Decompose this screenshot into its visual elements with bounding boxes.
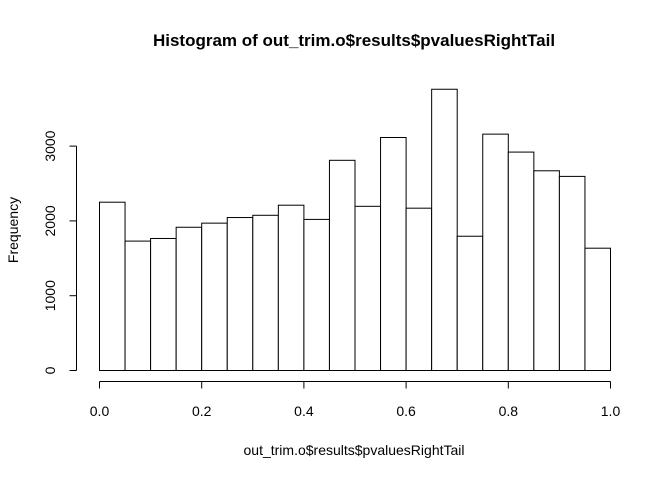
histogram-bar-12 xyxy=(405,207,433,371)
histogram-bar-16 xyxy=(507,151,535,371)
histogram-bar-0 xyxy=(99,201,126,371)
histogram-bar-4 xyxy=(201,222,228,371)
x-tick-label-2: 0.4 xyxy=(294,403,314,419)
histogram-bar-7 xyxy=(277,204,305,371)
histogram-bar-14 xyxy=(456,235,484,371)
histogram-bar-6 xyxy=(252,214,279,371)
histogram-bar-19 xyxy=(584,247,612,371)
y-tick-label-1: 1000 xyxy=(42,280,58,311)
x-axis-label: out_trim.o$results$pvaluesRightTail xyxy=(244,442,465,458)
x-tick-label-4: 0.8 xyxy=(499,403,519,419)
histogram-bar-15 xyxy=(482,133,509,371)
histogram-bar-17 xyxy=(533,170,560,371)
y-tick-label-0: 0 xyxy=(42,366,58,374)
y-tick-label-2: 2000 xyxy=(42,205,58,236)
histogram-bar-2 xyxy=(150,237,177,371)
y-axis-label: Frequency xyxy=(5,197,21,263)
histogram-bar-11 xyxy=(380,136,407,371)
histogram-bar-9 xyxy=(328,159,356,371)
y-tick-label-3: 3000 xyxy=(42,130,58,161)
histogram-bar-8 xyxy=(303,218,330,371)
x-tick-label-5: 1.0 xyxy=(601,403,621,419)
histogram-bar-5 xyxy=(226,217,254,371)
histogram-bar-10 xyxy=(354,205,382,371)
x-axis: 0.0 0.2 0.4 0.6 0.8 1.0 xyxy=(90,381,621,419)
chart-title: Histogram of out_trim.o$results$pvaluesR… xyxy=(153,31,555,50)
histogram-bars xyxy=(99,88,612,371)
x-tick-label-3: 0.6 xyxy=(396,403,416,419)
x-tick-label-0: 0.0 xyxy=(90,403,110,419)
histogram-bar-3 xyxy=(175,226,203,371)
x-tick-label-1: 0.2 xyxy=(192,403,212,419)
histogram-bar-1 xyxy=(124,240,152,371)
y-axis: 0 1000 2000 3000 xyxy=(42,130,77,374)
histogram-bar-13 xyxy=(431,88,458,371)
histogram-bar-18 xyxy=(558,175,586,371)
